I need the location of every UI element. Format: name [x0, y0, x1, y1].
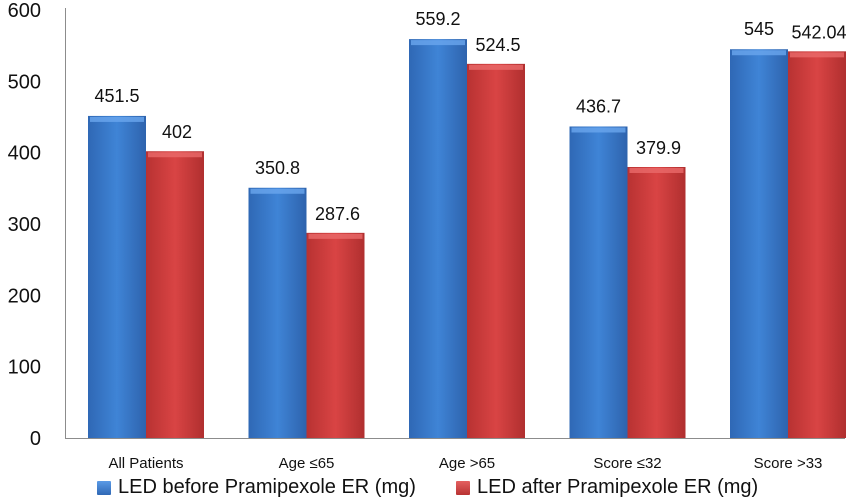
legend-item-after: LED after Pramipexole ER (mg) [456, 476, 758, 499]
y-axis-tick-labels: 0 100 200 300 400 500 600 [8, 0, 41, 450]
y-tick-label: 600 [8, 0, 41, 22]
data-label: 436.7 [576, 96, 621, 116]
bar-bevel [148, 152, 202, 158]
bar-after [306, 232, 365, 438]
bar-rect [627, 167, 686, 438]
bar-before [248, 187, 307, 438]
bar-bevel [732, 50, 786, 56]
category-label: Age >65 [439, 455, 495, 472]
bar-rect [730, 49, 788, 438]
bar-after [467, 63, 525, 439]
legend-item-before: LED before Pramipexole ER (mg) [97, 476, 416, 499]
data-label: 402 [162, 122, 192, 142]
y-tick-label: 300 [8, 214, 41, 236]
bar-rect [569, 126, 628, 438]
legend: LED before Pramipexole ER (mg) LED after… [0, 476, 865, 501]
y-tick-label: 500 [8, 71, 41, 93]
bar-bevel [629, 168, 684, 174]
bar-bevel [411, 40, 465, 46]
bar-bevel [250, 188, 305, 194]
y-tick-label: 100 [8, 357, 41, 379]
data-label: 545 [744, 19, 774, 39]
legend-swatch-after-icon [456, 480, 470, 495]
bar-rect [306, 232, 365, 438]
category-label: Score ≤32 [593, 455, 661, 472]
bar-before [409, 39, 467, 438]
bar-before [88, 115, 146, 439]
category-label: Age ≤65 [279, 455, 335, 472]
bar-rect [248, 187, 307, 438]
bars [88, 39, 846, 439]
data-label: 379.9 [636, 138, 681, 158]
bar-rect [788, 51, 846, 439]
bar-bevel [790, 52, 844, 58]
data-label: 287.6 [315, 204, 360, 224]
bar-before [730, 49, 788, 438]
y-tick-label: 0 [30, 428, 41, 450]
data-label: 542.04 [791, 22, 846, 42]
category-label: Score >33 [754, 455, 823, 472]
bar-rect [88, 115, 146, 439]
bar-after [788, 51, 846, 439]
bar-before [569, 126, 628, 438]
bar-bevel [469, 64, 523, 70]
bar-rect [146, 151, 204, 439]
y-tick-label: 400 [8, 143, 41, 165]
data-labels: 451.5 402 350.8 287.6 559.2 524.5 436.7 379.9 54… [94, 9, 846, 224]
category-label: All Patients [108, 455, 183, 472]
bar-rect [467, 63, 525, 439]
y-tick-label: 200 [8, 285, 41, 307]
data-label: 559.2 [415, 9, 460, 29]
bar-bevel [308, 233, 363, 239]
bar-after [627, 167, 686, 438]
x-axis-category-labels: All Patients Age ≤65 Age >65 Score ≤32 Score… [108, 455, 822, 472]
bar-bevel [90, 116, 144, 122]
data-label: 451.5 [94, 86, 139, 106]
legend-swatch-before-icon [97, 480, 111, 495]
bar-after [146, 151, 204, 439]
legend-label-before: LED before Pramipexole ER (mg) [118, 476, 416, 498]
data-label: 350.8 [255, 158, 300, 178]
bar-bevel [571, 127, 626, 133]
legend-label-after: LED after Pramipexole ER (mg) [477, 476, 759, 498]
bar-rect [409, 39, 467, 438]
bar-chart: 0 100 200 300 400 500 600 451.5 402 350.8 287.6 55… [8, 0, 847, 472]
data-label: 524.5 [475, 35, 520, 55]
